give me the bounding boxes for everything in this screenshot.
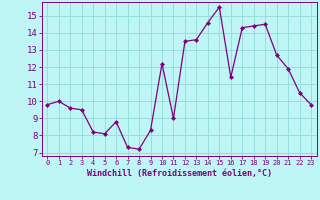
X-axis label: Windchill (Refroidissement éolien,°C): Windchill (Refroidissement éolien,°C) [87, 169, 272, 178]
